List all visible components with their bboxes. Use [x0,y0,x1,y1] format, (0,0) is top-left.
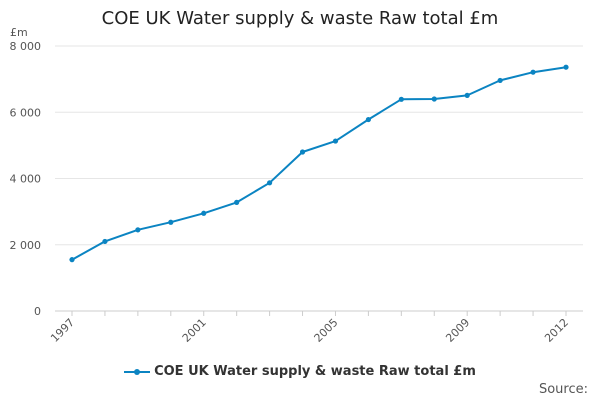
data-point [102,238,108,245]
series-layer [69,64,569,263]
data-point [234,199,240,205]
data-point [168,219,174,225]
y-tick-label: 2 000 [10,239,42,252]
y-tick-label: 4 000 [10,173,42,186]
data-point [464,92,470,98]
y-tick-label: 8 000 [10,40,42,53]
data-point [201,210,207,216]
data-point [135,227,141,233]
series-line [71,66,567,261]
x-axis: 1997 2001 2005 2009 2012 [48,311,571,345]
source-label: Source: [538,382,588,397]
data-point [332,138,339,144]
y-tick-label: 0 [34,305,41,318]
data-point [497,77,503,84]
data-point [563,64,569,70]
chart-title: COE UK Water supply & waste Raw total £m [101,8,499,29]
data-point [267,180,273,186]
x-tick-label: 2001 [180,316,209,345]
x-tick-label: 2009 [443,316,472,345]
y-tick-label: 6 000 [10,106,42,119]
data-point [299,149,306,155]
y-axis-ticks: 0 2 000 4 000 6 000 8 000 [10,40,42,318]
data-point [69,257,75,263]
data-point [398,96,404,102]
legend[interactable]: COE UK Water supply & waste Raw total £m [0,364,600,379]
y-axis-label: £m [10,26,28,39]
gridlines [55,45,583,312]
legend-swatch [124,367,151,377]
x-tick-label: 2005 [312,316,341,345]
data-point [365,116,371,123]
legend-label: COE UK Water supply & waste Raw total £m [154,364,476,379]
data-point [530,69,536,75]
data-point [431,96,437,102]
x-tick-label: 1997 [48,316,77,345]
x-tick-label: 2012 [542,316,571,345]
